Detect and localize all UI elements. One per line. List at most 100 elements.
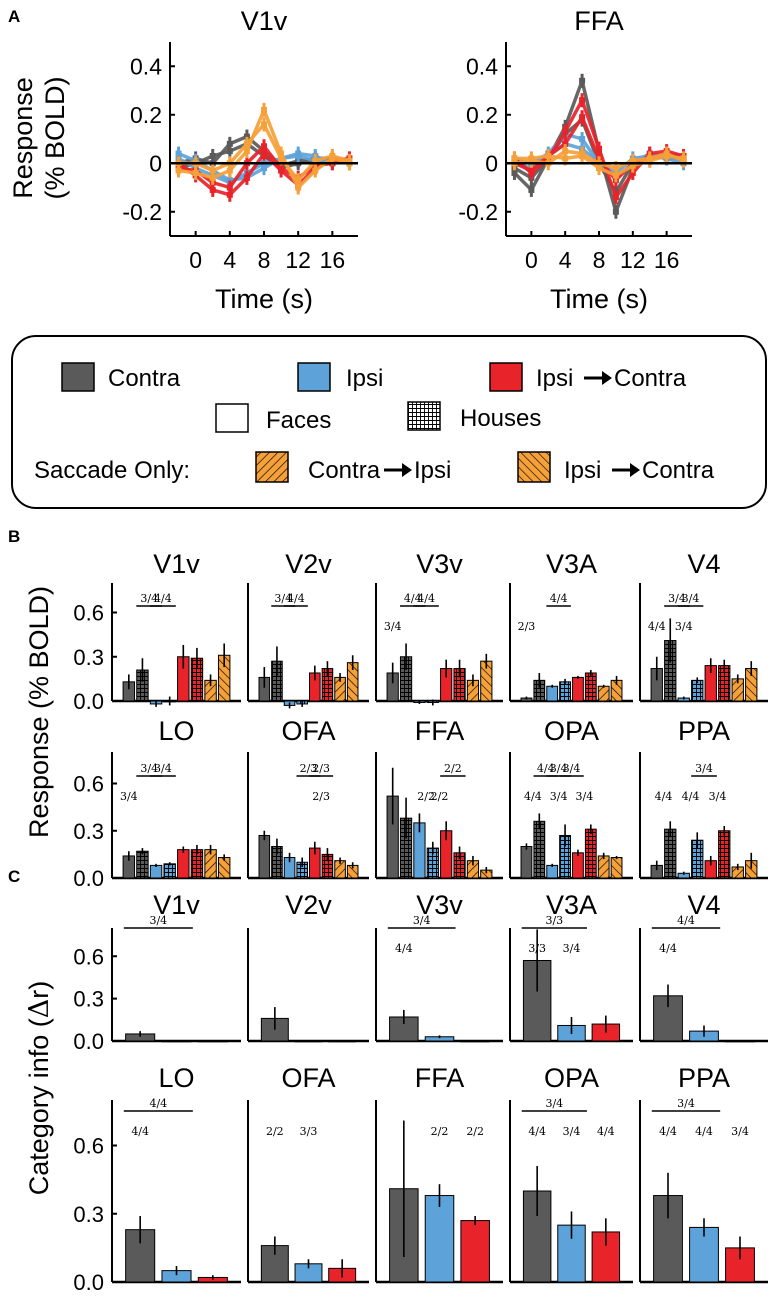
bars: [650, 821, 758, 879]
data-point: [312, 167, 319, 174]
significance-label: 4/4: [677, 914, 695, 927]
bar-pattern: [718, 830, 730, 878]
response-bar-section: V1v0.60.30.03/44/4V2v3/44/4V3v4/44/43/4V…: [24, 549, 768, 891]
bar-pattern: [664, 640, 676, 701]
bar-pattern: [163, 863, 176, 878]
significance-label: 4/4: [149, 1097, 167, 1110]
panel-title: V3A: [546, 890, 597, 920]
bar-pattern: [732, 866, 744, 878]
data-point: [312, 157, 319, 164]
significance-annotations: 3/43/44/4 3/4: [648, 592, 704, 633]
significance-label: 4/4: [154, 592, 172, 605]
y-tick-label: 0.0: [73, 1270, 104, 1295]
significance-label: 3/4: [545, 1097, 563, 1110]
b-panel-ppa: PPA 3/4 4/4 4/4 3/4: [639, 716, 768, 880]
subject-count-label: 3/4: [675, 620, 693, 633]
panel-title: FFA: [415, 1063, 465, 1093]
b-panel-lo: LO0.60.30.03/43/43/4: [73, 716, 241, 891]
subject-count-label: 4/4: [659, 942, 677, 955]
data-point: [596, 145, 602, 152]
data-point: [612, 172, 619, 179]
a-ylabel: Response(% BOLD): [8, 76, 70, 199]
b-panel-v3a: V3A 4/4 2/3: [509, 549, 633, 703]
bar: [424, 1195, 455, 1283]
bar-pattern: [347, 662, 358, 701]
panel-title: V1v: [153, 549, 200, 579]
significance-label: 3/4: [274, 592, 292, 605]
data-point: [209, 152, 216, 159]
significance-annotations: 4/4 2/3: [518, 592, 571, 633]
subject-count-label: 4/4: [695, 1125, 713, 1138]
bars: [125, 1031, 228, 1043]
data-point: [295, 184, 302, 191]
y-tick-label: 0.2: [130, 102, 162, 128]
bar-pattern: [533, 680, 545, 701]
bar-pattern: [453, 668, 466, 701]
panel-title: V3A: [546, 549, 597, 579]
subject-count-label: 4/4: [524, 790, 542, 803]
bar: [572, 852, 584, 879]
panel-title: PPA: [678, 716, 730, 746]
y-tick-label: 0.3: [73, 1202, 104, 1227]
c-ylabel-delta: Δ: [24, 999, 55, 1019]
data-point: [261, 121, 267, 128]
bar-pattern: [322, 668, 333, 701]
panel-title: OPA: [544, 1063, 599, 1093]
significance-annotations: 4/4 4/4: [123, 1097, 193, 1138]
subject-count-label: 3/4: [709, 790, 727, 803]
bar: [572, 676, 584, 702]
bar-pattern: [136, 670, 149, 701]
right-arrow-icon: [584, 371, 612, 385]
x-tick-label: 0: [525, 247, 538, 273]
x-tick-label: 0: [189, 247, 202, 273]
data-point: [278, 155, 285, 162]
y-tick-label: 0.6: [73, 601, 104, 626]
c-ylabel-pre: Category info (: [24, 1018, 54, 1195]
data-point: [261, 150, 267, 157]
bars: [653, 1172, 755, 1283]
subject-count-label: 4/4: [682, 790, 700, 803]
subject-count-label: 4/4: [655, 790, 673, 803]
subject-count-label: 2/2: [431, 790, 449, 803]
legend-label-houses: Houses: [460, 405, 541, 432]
panel-title: PPA: [678, 1063, 730, 1093]
significance-label: 3/4: [154, 762, 172, 775]
legend-swatch-contra: [61, 362, 95, 392]
bar: [294, 1040, 323, 1043]
data-point: [243, 133, 250, 140]
subject-count-label: 2/2: [266, 1125, 284, 1138]
x-tick-label: 16: [654, 247, 680, 273]
subject-count-label: 2/3: [518, 620, 536, 633]
legend-label-contra: Contra: [108, 365, 181, 392]
c-panel-ofa: OFA 2/2 3/3: [247, 1063, 369, 1284]
legend-label-faces: Faces: [266, 407, 331, 434]
panel-title: V4: [687, 549, 720, 579]
legend-frame: [11, 335, 767, 509]
bar: [149, 864, 163, 879]
bars: [389, 1009, 490, 1043]
y-tick-label: 0.4: [466, 53, 498, 79]
bar-pattern: [691, 840, 703, 878]
significance-annotations: 3/3 3/3 3/4: [521, 914, 587, 955]
subject-count-label: 4/4: [395, 942, 413, 955]
x-tick-label: 8: [258, 247, 271, 273]
significance-annotations: 4/4 4/4: [651, 914, 721, 955]
y-tick-label: 0.0: [73, 689, 104, 714]
significance-annotations: 3/44/4: [271, 592, 308, 607]
panel-label-b: B: [8, 527, 20, 546]
significance-label: 4/4: [287, 592, 305, 605]
significance-label: 3/4: [413, 914, 431, 927]
significance-label: 3/4: [563, 762, 581, 775]
legend-label-ipsi-contra-from: Ipsi: [536, 365, 573, 392]
bar-pattern: [322, 854, 333, 878]
significance-annotations: 2/2 3/3: [266, 1125, 317, 1138]
significance-label: 2/3: [312, 762, 330, 775]
c-panel-v2v: V2v: [247, 890, 369, 1043]
significance-label: 3/3: [545, 914, 563, 927]
bars: [650, 618, 758, 702]
